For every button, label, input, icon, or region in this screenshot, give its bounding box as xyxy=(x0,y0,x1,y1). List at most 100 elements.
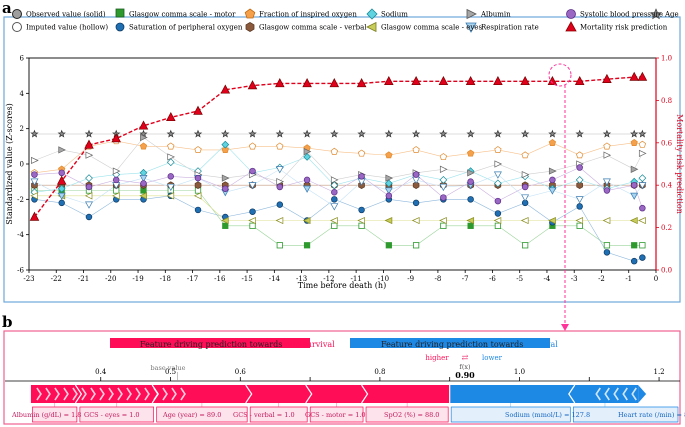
legend-gcs-verbal-icon xyxy=(245,22,255,32)
force-chevron-positive xyxy=(63,387,69,401)
marker-glasgow-comma-scale-verbal xyxy=(194,181,202,190)
feature-label-box xyxy=(156,406,248,423)
force-chevron-negative xyxy=(613,387,619,401)
panel-b-border xyxy=(3,330,681,425)
marker-respiration-rate xyxy=(139,175,148,183)
y2-tick-label: 0.8 xyxy=(661,97,672,105)
marker-age xyxy=(330,129,339,138)
x-tick-label: -3 xyxy=(571,275,578,283)
force-bar-negative xyxy=(449,385,639,403)
marker-sodium xyxy=(575,176,584,184)
highlight-circle xyxy=(548,63,572,87)
marker-albumin xyxy=(221,174,230,182)
series-line-sodium xyxy=(34,144,643,193)
marker-age xyxy=(221,129,230,138)
feature-label-age: Age (year) = 89.0 xyxy=(162,411,221,419)
marker-mortality-risk xyxy=(411,75,421,86)
marker-glasgow-comma-scale-eyes xyxy=(111,192,120,200)
legend-sodium-icon xyxy=(366,8,378,20)
y-tick-label: -6 xyxy=(17,267,24,275)
marker-fraction-of-inspired-oxygen xyxy=(630,138,638,146)
force-tick-label: 0.8 xyxy=(374,368,385,376)
legend-imputed-icon xyxy=(12,22,22,32)
marker-respiration-rate xyxy=(85,201,93,209)
marker-glasgow-comma-scale-eyes xyxy=(575,216,584,225)
marker-systolic-blood-pressure xyxy=(167,173,174,180)
force-chevron-negative xyxy=(631,387,637,401)
marker-sodium xyxy=(166,158,175,167)
force-bar-negative-tip xyxy=(638,385,647,403)
marker-fraction-of-inspired-oxygen xyxy=(357,149,366,157)
marker-age xyxy=(248,129,257,138)
feature-label-box xyxy=(249,406,308,423)
marker-systolic-blood-pressure xyxy=(576,164,583,171)
series-line-saturation-of-peripheral-oxygen xyxy=(34,195,643,262)
marker-saturation-of-peripheral-oxygen xyxy=(412,199,420,207)
marker-glasgow-comma-scale-motor xyxy=(412,242,420,249)
marker-respiration-rate xyxy=(493,171,502,179)
marker-glasgow-comma-scale-eyes xyxy=(139,192,147,200)
marker-saturation-of-peripheral-oxygen xyxy=(603,249,611,256)
force-labels-right: Sodium (mmol/L) = 127.8 Heart rate (/min… xyxy=(505,411,685,419)
x-tick-label: -1 xyxy=(625,275,632,283)
fx-arrow-icon: ⇄ xyxy=(462,353,469,362)
series-line-fraction-of-inspired-oxygen xyxy=(34,140,643,174)
marker-mortality-risk xyxy=(465,75,476,86)
force-tick-label: 1.2 xyxy=(653,368,664,376)
marker-fraction-of-inspired-oxygen xyxy=(412,146,420,153)
marker-glasgow-comma-scale-motor xyxy=(631,242,638,249)
marker-fraction-of-inspired-oxygen xyxy=(139,142,148,150)
feature-label-gcs-motor: GCS - motor = 1.0 xyxy=(305,411,366,419)
marker-mortality-risk xyxy=(138,120,149,130)
marker-mortality-risk xyxy=(220,84,231,94)
force-tick-label: 0.6 xyxy=(235,368,247,376)
marker-systolic-blood-pressure xyxy=(385,192,393,200)
marker-saturation-of-peripheral-oxygen xyxy=(85,213,93,221)
legend-sbp-label: Systolic blood pressure xyxy=(580,11,663,19)
force-chevron-positive xyxy=(108,387,114,401)
force-chevron-positive xyxy=(90,387,96,401)
y-tick-label: -4 xyxy=(17,231,24,239)
marker-glasgow-comma-scale-motor xyxy=(303,242,311,249)
x-tick-label: -19 xyxy=(132,275,143,283)
marker-albumin xyxy=(276,178,285,186)
legend-sodium-label: Sodium xyxy=(381,11,408,19)
legend-albumin-label: Albumin xyxy=(480,11,511,19)
legend-respiration-label: Respiration rate xyxy=(481,24,539,32)
marker-glasgow-comma-scale-eyes xyxy=(629,216,638,225)
legend-gcs-motor-label: Glasgow comma scale - motor xyxy=(129,11,236,19)
marker-mortality-risk xyxy=(329,78,340,88)
force-plot: 0.4 0.5 0.6 0.8 1.0 1.2 xyxy=(5,368,680,423)
plot-area-frame xyxy=(28,57,657,271)
marker-respiration-rate xyxy=(275,166,284,174)
marker-age xyxy=(357,129,366,138)
marker-albumin xyxy=(603,151,612,159)
marker-glasgow-comma-scale-motor xyxy=(358,222,365,229)
marker-systolic-blood-pressure xyxy=(112,176,120,184)
marker-glasgow-comma-scale-eyes xyxy=(248,216,256,225)
feature-label-albumin: Albumin (g/dL) = 1.8 xyxy=(11,411,81,419)
legend-spo2-icon xyxy=(115,22,125,32)
marker-systolic-blood-pressure xyxy=(31,171,38,178)
marker-glasgow-comma-scale-motor xyxy=(331,222,338,229)
marker-systolic-blood-pressure xyxy=(630,181,638,189)
marker-respiration-rate xyxy=(166,183,175,192)
feature-lines xyxy=(34,133,643,262)
marker-glasgow-comma-scale-motor xyxy=(222,222,229,229)
marker-albumin xyxy=(31,156,39,165)
marker-albumin xyxy=(494,160,503,168)
panel-a-border xyxy=(3,16,681,303)
legend-gcs-motor-icon xyxy=(115,8,125,18)
y-tick-label: -2 xyxy=(17,196,24,204)
feature-label-box xyxy=(309,406,364,423)
x-tick-label: -10 xyxy=(378,275,389,283)
lower-label: lower xyxy=(482,354,503,362)
force-chevron-positive xyxy=(36,387,42,401)
higher-label: higher xyxy=(425,354,449,362)
series-line-glasgow-comma-scale-motor xyxy=(34,190,643,246)
marker-systolic-blood-pressure xyxy=(85,183,93,191)
marker-sodium xyxy=(85,174,93,182)
x-tick-label: -20 xyxy=(105,275,116,283)
x-tick-label: -16 xyxy=(214,275,226,283)
marker-respiration-rate xyxy=(638,182,647,190)
